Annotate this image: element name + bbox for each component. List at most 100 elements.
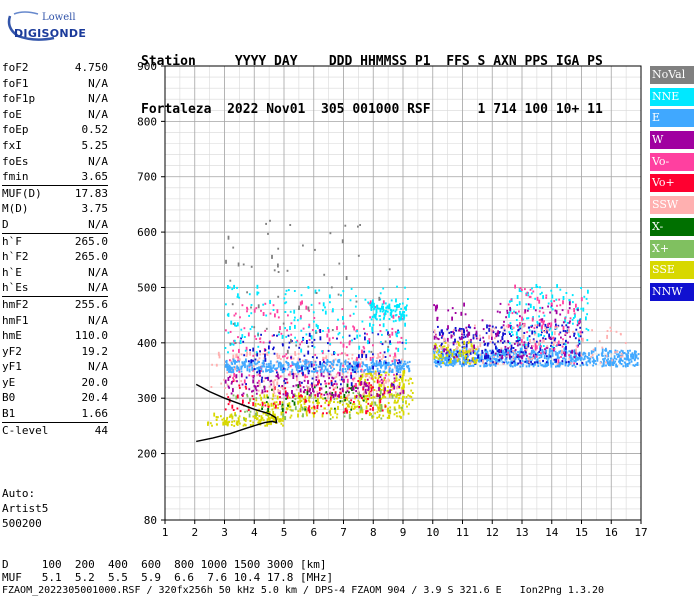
echo-point	[436, 304, 438, 309]
echo-point	[454, 327, 457, 329]
echo-point	[344, 396, 347, 399]
echo-point	[297, 319, 299, 322]
echo-point	[395, 393, 398, 398]
echo-point	[270, 362, 272, 365]
echo-point	[267, 396, 269, 399]
echo-point	[559, 350, 562, 353]
echo-point	[372, 367, 374, 370]
echo-point	[614, 360, 617, 363]
echo-point	[532, 351, 534, 354]
echo-point	[310, 303, 313, 306]
echo-point	[397, 341, 399, 344]
echo-point	[308, 400, 311, 403]
echo-point	[352, 379, 355, 382]
echo-point	[377, 354, 380, 359]
echo-point	[572, 358, 574, 361]
echo-point	[282, 413, 284, 418]
echo-point	[453, 361, 456, 366]
param-value: 4.750	[74, 61, 108, 74]
echo-point	[258, 373, 261, 376]
echo-point	[482, 359, 484, 364]
echo-point	[305, 385, 308, 388]
echo-point	[463, 302, 465, 307]
echo-point	[569, 317, 572, 320]
echo-point	[550, 289, 553, 292]
echo-point	[351, 378, 354, 381]
echo-point	[373, 302, 375, 307]
echo-point	[283, 379, 286, 382]
echo-point	[224, 408, 227, 411]
echo-point	[348, 362, 351, 365]
echo-point	[385, 379, 387, 384]
echo-point	[511, 331, 513, 334]
echo-point	[546, 363, 549, 365]
echo-point	[435, 351, 438, 354]
echo-point	[355, 295, 357, 298]
echo-point	[274, 367, 277, 370]
echo-point	[578, 352, 581, 355]
echo-point	[308, 407, 310, 412]
echo-point	[400, 365, 403, 368]
echo-point	[593, 360, 595, 365]
echo-point	[514, 349, 517, 351]
echo-point	[443, 337, 445, 342]
echo-point	[274, 379, 277, 382]
echo-point	[363, 347, 366, 350]
echo-point	[293, 401, 296, 406]
echo-point	[249, 349, 251, 352]
echo-point	[267, 405, 270, 408]
echo-point	[394, 319, 397, 322]
echo-point	[337, 293, 340, 296]
echo-point	[570, 354, 572, 357]
echo-point	[390, 382, 393, 387]
echo-point	[268, 411, 271, 414]
echo-point	[289, 224, 292, 226]
echo-point	[541, 318, 544, 323]
echo-point	[241, 304, 244, 307]
echo-point	[538, 354, 541, 357]
echo-point	[434, 343, 437, 345]
echo-point	[451, 307, 454, 310]
echo-point	[586, 364, 589, 367]
param-label: foE	[2, 107, 22, 121]
echo-point	[345, 276, 348, 280]
echo-point	[284, 369, 286, 372]
echo-point	[313, 320, 315, 323]
echo-point	[526, 309, 529, 312]
echo-point	[376, 393, 379, 398]
echo-point	[578, 338, 580, 343]
echo-point	[572, 350, 575, 353]
echo-point	[360, 406, 363, 411]
echo-point	[551, 347, 553, 350]
echo-point	[519, 365, 522, 368]
echo-point	[358, 377, 361, 380]
echo-point	[251, 325, 253, 328]
echo-point	[580, 287, 582, 289]
echo-point	[281, 369, 284, 371]
echo-point	[333, 376, 336, 379]
echo-point	[434, 305, 437, 310]
echo-point	[508, 352, 511, 355]
legend-item-e: E	[650, 109, 694, 128]
y-tick-label: 600	[137, 226, 157, 239]
echo-point	[244, 424, 247, 427]
echo-point	[315, 399, 317, 402]
echo-point	[245, 376, 248, 379]
echo-point	[285, 289, 288, 292]
echo-point	[384, 396, 387, 399]
echo-point	[516, 363, 519, 366]
echo-point	[278, 418, 281, 421]
echo-point	[501, 326, 503, 329]
echo-point	[568, 329, 570, 334]
echo-point	[401, 406, 403, 409]
echo-point	[540, 352, 542, 355]
echo-point	[605, 364, 607, 367]
echo-point	[398, 415, 401, 418]
echo-point	[513, 360, 515, 363]
echo-point	[268, 345, 270, 350]
echo-point	[237, 356, 239, 359]
echo-point	[325, 355, 328, 360]
echo-point	[270, 421, 272, 424]
echo-point	[297, 373, 300, 376]
echo-point	[350, 374, 353, 379]
